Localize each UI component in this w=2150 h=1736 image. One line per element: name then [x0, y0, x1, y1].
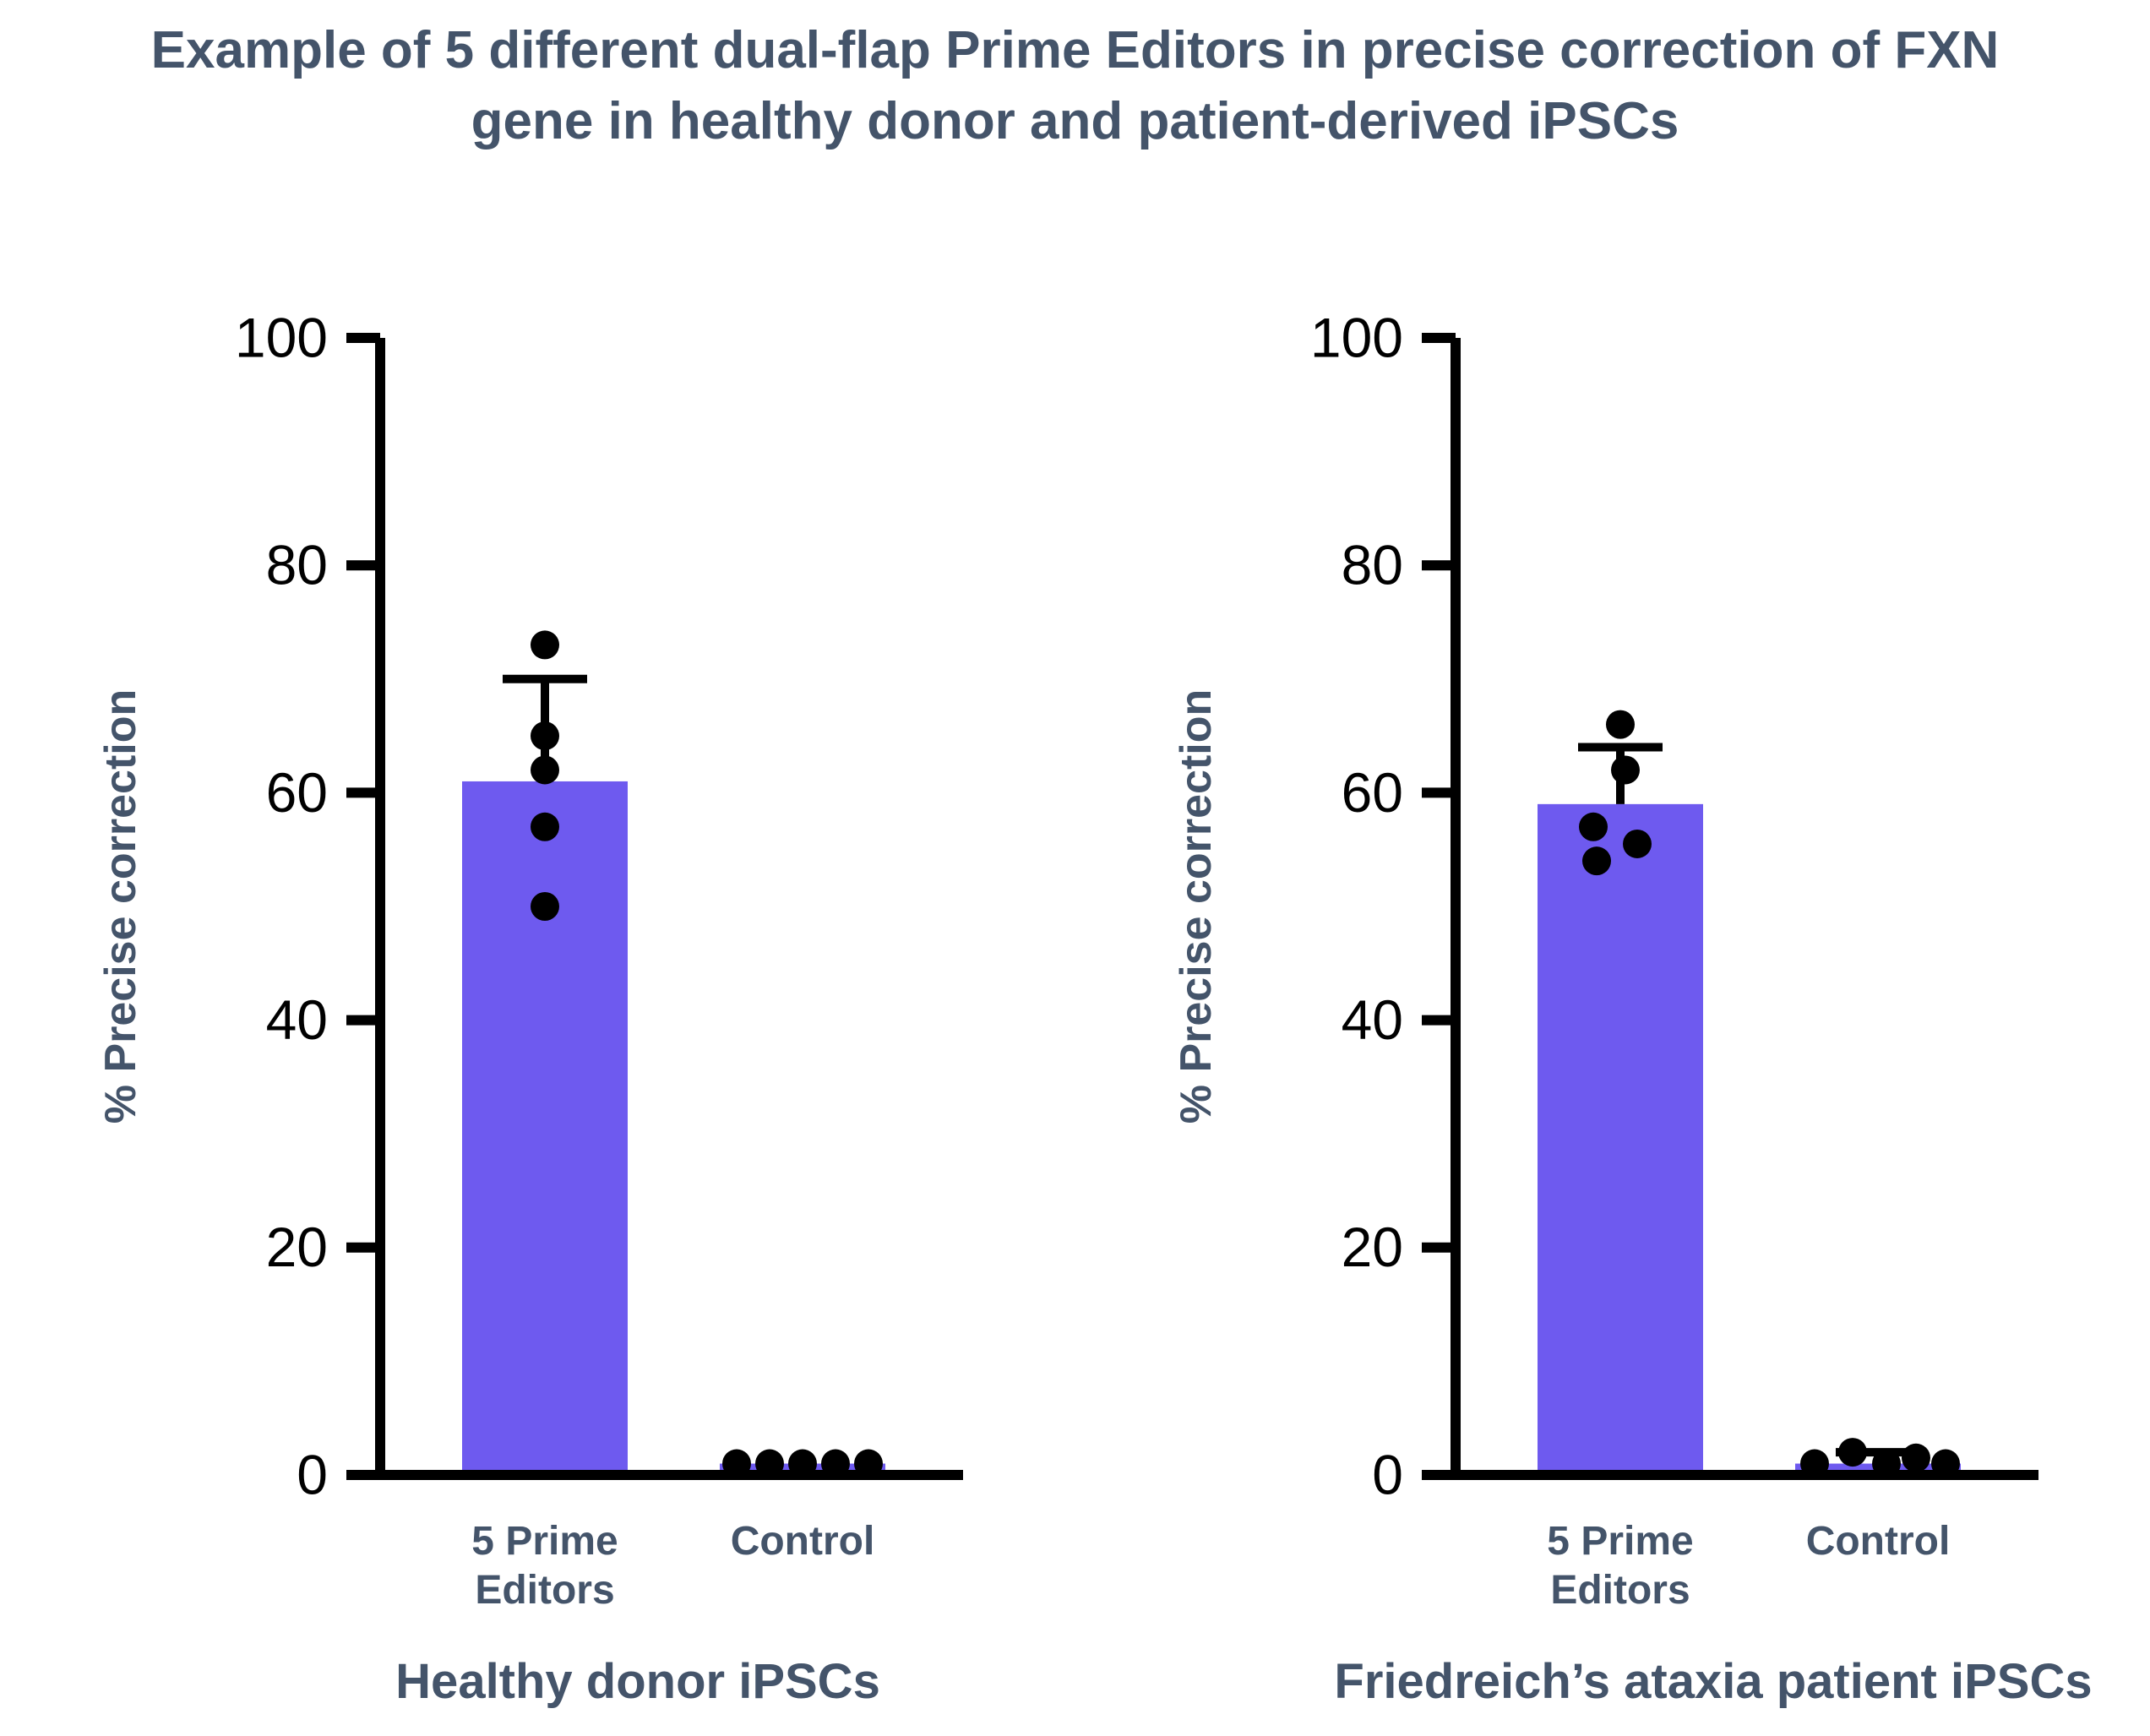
y-tick-label: 20	[1342, 1216, 1403, 1278]
category-label: Control	[1806, 1519, 1951, 1564]
y-tick-label: 40	[266, 988, 328, 1051]
y-tick-label: 100	[235, 306, 328, 368]
data-point	[1579, 812, 1608, 841]
y-tick-label: 0	[1372, 1443, 1403, 1505]
bar	[462, 781, 628, 1475]
y-tick-label: 20	[266, 1216, 328, 1278]
figure-title-line1: Example of 5 different dual-flap Prime E…	[150, 21, 2000, 79]
category-label: 5 Prime	[1547, 1519, 1693, 1564]
data-point	[1606, 710, 1635, 739]
y-tick-label: 80	[1342, 534, 1403, 596]
y-tick-label: 60	[1342, 761, 1403, 824]
y-tick-label: 40	[1342, 988, 1403, 1051]
data-point	[531, 630, 559, 660]
bar	[1538, 803, 1703, 1475]
chart-title: Healthy donor iPSCs	[395, 1654, 880, 1709]
y-tick-label: 80	[266, 534, 328, 596]
figure-title-line2: gene in healthy donor and patient-derive…	[471, 92, 1679, 150]
data-point	[1838, 1438, 1867, 1467]
chart-title: Friedreich’s ataxia patient iPSCs	[1334, 1654, 2092, 1709]
data-point	[531, 755, 559, 785]
data-point	[1582, 846, 1611, 876]
y-tick-label: 0	[297, 1443, 328, 1505]
y-axis-label: % Precise correction	[1172, 689, 1221, 1124]
category-label: Editors	[1550, 1568, 1690, 1613]
y-tick-label: 100	[1310, 306, 1403, 368]
y-tick-label: 60	[266, 761, 328, 824]
data-point	[1623, 829, 1652, 858]
chart-panel-healthy-donor: 5 Prime Editors Control 0 20 40 60 80 100 % Preci…	[0, 194, 1075, 1732]
category-label: Control	[731, 1519, 875, 1564]
category-label: Editors	[475, 1568, 614, 1613]
data-point	[531, 812, 559, 841]
data-point	[531, 721, 559, 751]
data-point	[531, 892, 559, 921]
category-label: 5 Prime	[471, 1519, 618, 1564]
data-point	[1611, 755, 1640, 785]
y-axis-label: % Precise correction	[96, 689, 145, 1124]
chart-panel-patient: 5 Prime Editors Control 0 20 40 60 80 100 % Preci…	[1075, 194, 2150, 1732]
data-point	[1902, 1443, 1930, 1472]
figure-title: Example of 5 different dual-flap Prime E…	[0, 15, 2150, 157]
